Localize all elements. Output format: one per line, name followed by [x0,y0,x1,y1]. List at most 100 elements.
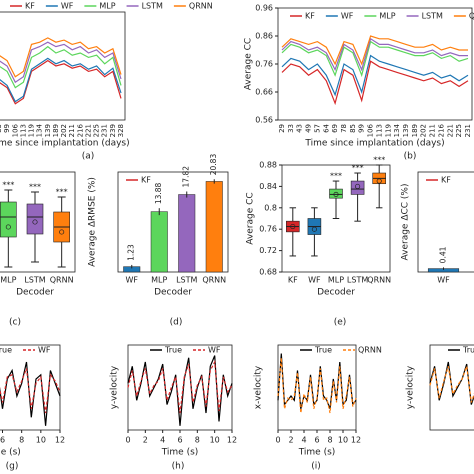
x-tick-label: 139 [44,124,52,137]
mean [59,229,65,235]
x-tick-label: 85 [0,124,3,133]
y-tick-label: 0.76 [259,225,277,234]
legend-label: WF [61,2,74,11]
value-label: 20.83 [209,154,218,176]
x-tick-label: 211 [429,124,437,137]
y-tick-label: 0.66 [255,88,273,97]
x-tick-label: 57 [313,124,321,133]
x-tick-label: 231 [101,124,109,137]
x-tick-label: 43 [296,124,304,133]
x-tick-label: 12 [227,436,237,445]
mean [290,223,296,230]
x-tick-label: 202 [60,124,68,137]
x-tick-label: 221 [84,124,92,137]
legend-label: MLP [379,12,395,21]
x-axis-label: Time since implantation (days) [0,139,130,149]
bar [178,194,196,273]
y-tick-label: 0.56 [255,116,273,125]
x-tick-label: 8 [327,436,332,445]
panel-label: (c) [9,318,21,328]
x-tick-label: 216 [76,123,84,137]
bar [150,211,168,273]
series-line [0,57,122,103]
legend-label: MLP [99,2,115,11]
legend-label: KF [305,12,315,21]
value-label: 13.88 [154,182,163,204]
x-tick-label: 106 [367,123,375,137]
series-line [127,355,233,426]
x-tick-label: MLP [0,276,16,285]
mean [355,183,361,189]
panel-label: (g) [6,462,19,472]
x-tick-label: 134 [393,123,401,137]
series-line [0,45,122,89]
x-tick-label: 216 [437,123,445,137]
x-tick-label: 225 [455,124,463,137]
x-tick-label: 33 [287,124,295,133]
x-tick-label: MLP [328,276,344,285]
mean [333,191,339,197]
axes-frame [0,171,76,273]
axes-frame [0,11,126,121]
x-tick-label: 49 [305,124,313,133]
series-line [277,353,357,410]
series-line [281,54,469,97]
mean [5,224,11,230]
value-label: 17.82 [182,166,191,188]
box [0,201,17,238]
series-line [277,357,357,414]
legend-label: True [462,346,474,355]
value-label: 0.41 [439,246,448,263]
y-axis-label: y-velocity [406,365,416,409]
x-tick-label: 69 [331,124,339,133]
x-tick-label: 64 [322,123,330,132]
legend-label: QRNN [469,12,474,21]
x-tick-label: 328 [117,124,125,137]
series-line [127,359,233,414]
legend-label: WF [38,346,51,355]
x-tick-label: QRNN [202,276,226,285]
y-axis-label: Average CC [246,192,256,244]
axes-frame [117,171,229,273]
significance: *** [373,156,385,165]
legend-label: QRNN [189,2,213,11]
value-label: 1.23 [127,244,136,261]
x-tick-label: 0 [275,436,280,445]
legend-label: KF [141,176,151,185]
significance: *** [56,188,68,197]
x-axis-label: Time since implantation (days) [304,139,444,149]
mean [376,178,382,184]
x-tick-label: 189 [52,124,60,137]
panel-label: (d) [170,318,183,328]
x-tick-label: 0 [125,436,130,445]
legend-label: WF [208,346,221,355]
x-tick-label: 202 [420,124,428,137]
x-tick-label: MLP [151,276,167,285]
axes-frame [281,164,391,273]
y-axis-label: Average ΔCC (%) [401,184,411,261]
x-tick-label: 2 [143,436,148,445]
y-tick-label: 0.84 [259,182,277,191]
axes-frame [417,171,474,273]
box [350,180,365,195]
y-axis-label: x-velocity [254,365,264,409]
mean [32,219,38,225]
y-tick-label: 0.76 [255,60,273,69]
x-tick-label: 78 [340,124,348,133]
axes-frame [0,344,61,431]
series-line [429,361,474,405]
x-tick-label: 8 [195,436,200,445]
x-tick-label: 113 [375,124,383,137]
y-tick-label: 0.8 [264,203,277,212]
x-axis-label: Time (s) [161,448,199,458]
legend-label: QRNN [358,346,382,355]
y-tick-label: 0.68 [259,268,277,277]
x-tick-label: 139 [402,124,410,137]
x-axis-label: Time (s) [0,448,21,458]
y-tick-label: 0.88 [259,161,277,170]
x-tick-label: 6 [0,436,5,445]
x-tick-label: 10 [338,436,348,445]
x-tick-label: WF [437,276,450,285]
x-tick-label: 12 [55,436,65,445]
x-tick-label: 113 [19,124,27,137]
